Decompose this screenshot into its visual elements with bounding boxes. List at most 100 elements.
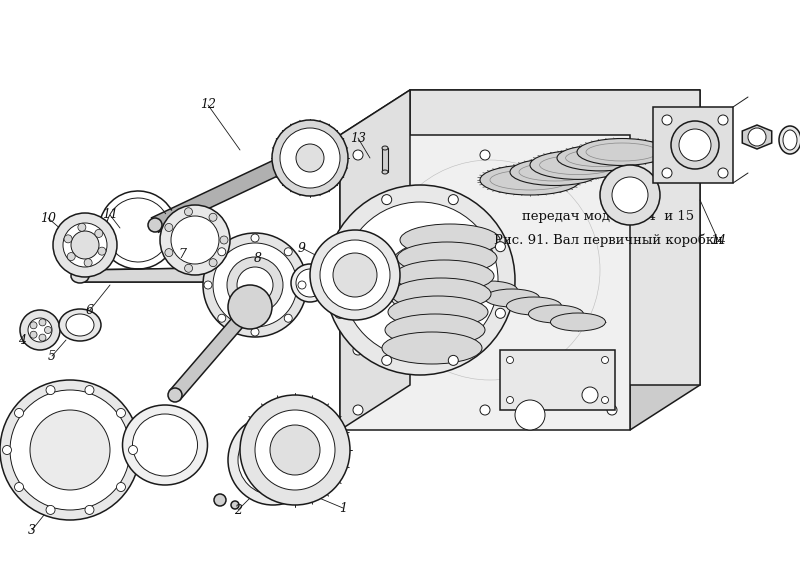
Text: 10: 10: [40, 212, 56, 224]
Circle shape: [20, 310, 60, 350]
Circle shape: [480, 405, 490, 415]
Circle shape: [218, 314, 226, 322]
Ellipse shape: [133, 414, 198, 476]
Circle shape: [662, 168, 672, 178]
Ellipse shape: [382, 332, 482, 364]
Polygon shape: [410, 90, 700, 385]
Circle shape: [185, 208, 193, 216]
Circle shape: [165, 249, 173, 257]
Ellipse shape: [557, 145, 643, 171]
Circle shape: [607, 150, 617, 160]
Circle shape: [14, 483, 23, 491]
Circle shape: [213, 243, 297, 327]
Circle shape: [280, 128, 340, 188]
Text: передач модели 14  и 15: передач модели 14 и 15: [522, 210, 694, 223]
Circle shape: [448, 195, 458, 205]
Circle shape: [748, 128, 766, 146]
Circle shape: [30, 322, 37, 329]
Circle shape: [71, 231, 99, 259]
Circle shape: [46, 386, 55, 395]
Circle shape: [117, 409, 126, 417]
Circle shape: [320, 240, 390, 310]
Ellipse shape: [391, 278, 491, 310]
Circle shape: [612, 177, 648, 213]
Circle shape: [718, 168, 728, 178]
Circle shape: [334, 242, 345, 251]
Ellipse shape: [122, 405, 207, 485]
Ellipse shape: [385, 314, 485, 346]
Ellipse shape: [485, 289, 539, 307]
Text: 2: 2: [234, 503, 242, 517]
Circle shape: [185, 264, 193, 272]
Circle shape: [94, 229, 102, 238]
Text: 5: 5: [48, 350, 56, 362]
Text: 14: 14: [710, 234, 726, 246]
Circle shape: [671, 121, 719, 169]
Circle shape: [39, 319, 46, 326]
Ellipse shape: [71, 269, 89, 283]
Circle shape: [251, 328, 259, 336]
Circle shape: [353, 405, 363, 415]
Circle shape: [228, 415, 318, 505]
Text: 8: 8: [254, 251, 262, 265]
Circle shape: [30, 331, 37, 338]
Circle shape: [679, 129, 711, 161]
Circle shape: [662, 115, 672, 125]
Ellipse shape: [550, 313, 606, 331]
Circle shape: [602, 357, 609, 364]
Circle shape: [506, 397, 514, 403]
Circle shape: [334, 308, 345, 318]
Ellipse shape: [382, 146, 388, 150]
Circle shape: [67, 253, 75, 261]
Circle shape: [333, 253, 377, 297]
Ellipse shape: [400, 224, 500, 256]
Circle shape: [209, 213, 217, 221]
Circle shape: [203, 233, 307, 337]
Circle shape: [353, 345, 363, 355]
Circle shape: [607, 405, 617, 415]
Circle shape: [718, 115, 728, 125]
Circle shape: [171, 216, 219, 264]
Circle shape: [272, 120, 348, 196]
Text: 12: 12: [200, 98, 216, 112]
Polygon shape: [340, 90, 700, 135]
Ellipse shape: [59, 309, 101, 341]
Circle shape: [160, 205, 230, 275]
Text: 7: 7: [178, 249, 186, 261]
Ellipse shape: [388, 296, 488, 328]
Circle shape: [480, 150, 490, 160]
Circle shape: [14, 409, 23, 417]
Circle shape: [117, 483, 126, 491]
Circle shape: [448, 355, 458, 365]
Circle shape: [204, 281, 212, 289]
Ellipse shape: [397, 242, 497, 274]
Circle shape: [220, 236, 228, 244]
Text: Рис. 91. Вал первичный коробки: Рис. 91. Вал первичный коробки: [494, 233, 722, 247]
Circle shape: [515, 400, 545, 430]
Ellipse shape: [382, 170, 388, 174]
Circle shape: [10, 390, 130, 510]
Text: 11: 11: [102, 209, 118, 221]
Circle shape: [296, 144, 324, 172]
Circle shape: [227, 257, 283, 313]
Text: 4: 4: [18, 334, 26, 346]
Ellipse shape: [530, 151, 626, 179]
Circle shape: [2, 446, 11, 454]
Ellipse shape: [291, 264, 329, 302]
Circle shape: [385, 245, 455, 315]
Ellipse shape: [462, 281, 518, 299]
Polygon shape: [340, 135, 630, 430]
Text: 3: 3: [28, 524, 36, 536]
Ellipse shape: [506, 297, 562, 315]
Circle shape: [209, 259, 217, 266]
Text: 13: 13: [350, 132, 366, 144]
Circle shape: [342, 202, 498, 358]
Polygon shape: [382, 148, 388, 172]
Circle shape: [251, 438, 295, 482]
Circle shape: [506, 357, 514, 364]
Circle shape: [45, 327, 51, 334]
Ellipse shape: [394, 260, 494, 292]
Polygon shape: [340, 90, 410, 430]
Ellipse shape: [510, 158, 600, 186]
Circle shape: [0, 380, 140, 520]
